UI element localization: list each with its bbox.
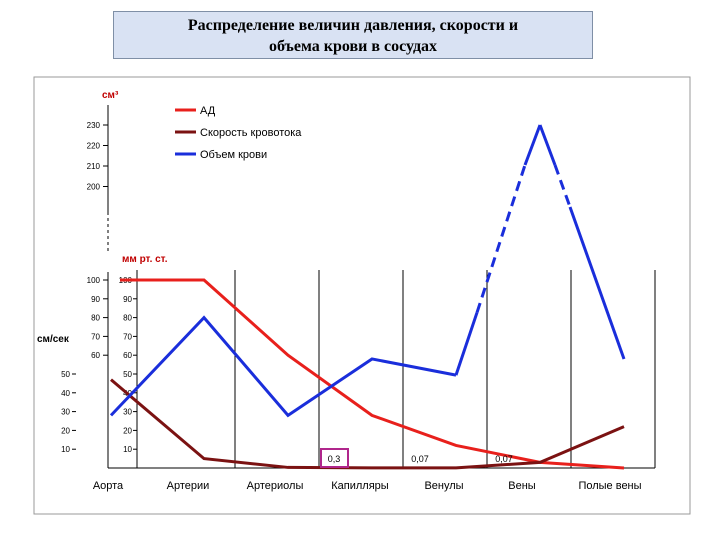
pressure-tick-label: 60	[123, 351, 132, 360]
pressure-tick-label: 70	[123, 332, 132, 341]
chart-frame	[33, 76, 691, 515]
pressure-tick-label: 10	[123, 445, 132, 454]
velocity-tick-label: 20	[61, 426, 70, 435]
series-volume-line	[568, 206, 626, 360]
shared-tick-label: 100	[87, 276, 101, 285]
chart-title-line-2: объема крови в сосудах	[268, 38, 438, 55]
series-volume-line	[523, 124, 542, 166]
annotation-label: 0,3	[328, 454, 341, 464]
category-label: Вены	[508, 480, 536, 492]
pressure-tick-label: 80	[123, 314, 132, 323]
pressure-axis-label: мм рт. ст.	[122, 254, 168, 265]
pressure-tick-label: 90	[123, 295, 132, 304]
velocity-tick-label: 40	[61, 389, 70, 398]
legend-label: Объем крови	[200, 149, 267, 161]
velocity-tick-label: 30	[61, 408, 70, 417]
category-label: Артериолы	[247, 480, 304, 492]
annotation-label: 0,07	[495, 454, 513, 464]
pressure-tick-label: 50	[123, 370, 132, 379]
velocity-tick-label: 50	[61, 370, 70, 379]
annotation-highlight	[320, 448, 349, 468]
series-volume-break	[475, 164, 527, 314]
series-volume-break	[553, 164, 572, 208]
shared-tick-label: 70	[91, 332, 100, 341]
series-volume-line	[109, 315, 457, 418]
velocity-tick-label: 10	[61, 445, 70, 454]
shared-tick-label: 80	[91, 314, 100, 323]
volume-tick-label: 210	[87, 162, 101, 171]
legend-label: АД	[200, 105, 216, 117]
volume-axis-label: см³	[102, 90, 119, 101]
pressure-tick-label: 30	[123, 408, 132, 417]
shared-tick-label: 60	[91, 351, 100, 360]
series-volume-line	[454, 312, 479, 376]
annotation-label: 0,07	[411, 454, 429, 464]
series-velocity-line	[110, 378, 625, 470]
volume-tick-label: 220	[87, 142, 101, 151]
pressure-tick-label: 20	[123, 426, 132, 435]
category-label: Полые вены	[578, 480, 641, 492]
volume-tick-label: 200	[87, 183, 101, 192]
shared-tick-label: 90	[91, 295, 100, 304]
volume-tick-label: 230	[87, 121, 101, 130]
category-label: Артерии	[167, 480, 210, 492]
series-volume-line	[538, 124, 557, 166]
legend-label: Скорость кровотока	[200, 127, 302, 139]
chart-title: Распределение величин давления, скорости…	[113, 11, 593, 59]
series-pressure-line	[120, 278, 625, 470]
category-label: Аорта	[93, 480, 124, 492]
category-label: Капилляры	[331, 480, 389, 492]
velocity-axis-label: см/сек	[37, 334, 70, 345]
chart-title-line-1: Распределение величин давления, скорости…	[187, 17, 519, 34]
category-label: Венулы	[424, 480, 463, 492]
